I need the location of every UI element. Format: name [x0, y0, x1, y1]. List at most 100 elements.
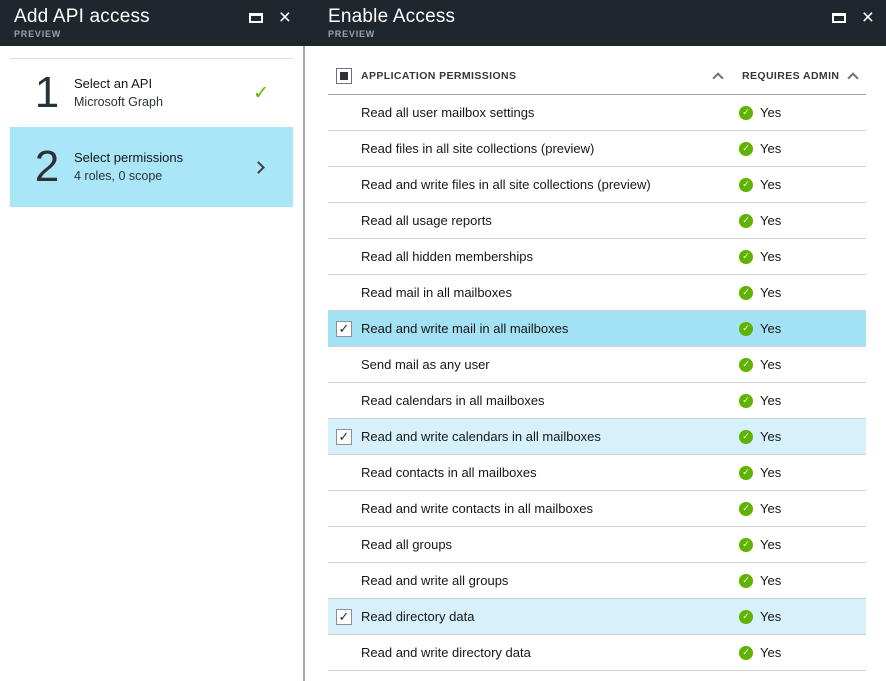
- window-controls: ×: [831, 6, 874, 29]
- row-checkbox-slot[interactable]: [336, 393, 352, 409]
- permission-label: Read and write files in all site collect…: [361, 177, 651, 192]
- row-checkbox-slot[interactable]: [336, 105, 352, 121]
- permission-row[interactable]: ✓ Read and write calendars in all mailbox…: [328, 419, 866, 455]
- checkmark-icon: ✓: [338, 429, 350, 444]
- requires-admin-cell: ✓ Yes: [739, 393, 781, 408]
- close-icon[interactable]: ×: [278, 6, 291, 29]
- requires-admin-value: Yes: [760, 393, 782, 408]
- blade-title: Add API access: [14, 6, 150, 27]
- permission-row[interactable]: Read files in all site collections (prev…: [328, 131, 866, 167]
- row-checkbox-slot[interactable]: [336, 501, 352, 517]
- row-checkbox-slot[interactable]: [336, 465, 352, 481]
- step-select-an-api[interactable]: 1 Select an API Microsoft Graph ✓: [10, 59, 293, 127]
- yes-check-icon: ✓: [739, 213, 753, 228]
- requires-admin-cell: ✓ Yes: [739, 357, 781, 372]
- step-subtitle: 4 roles, 0 scope: [74, 169, 163, 183]
- step-number: 1: [34, 68, 60, 117]
- preview-badge: PREVIEW: [14, 29, 62, 39]
- select-all-checkbox[interactable]: [336, 68, 352, 84]
- permission-row[interactable]: Read all groups ✓ Yes: [328, 527, 866, 563]
- requires-admin-value: Yes: [760, 177, 782, 192]
- checkmark-icon: ✓: [338, 609, 350, 624]
- row-checkbox-slot[interactable]: [336, 177, 352, 193]
- row-checkbox-slot[interactable]: [336, 141, 352, 157]
- permission-row[interactable]: Read all usage reports ✓ Yes: [328, 203, 866, 239]
- step-select-permissions[interactable]: 2 Select permissions 4 roles, 0 scope: [10, 127, 293, 207]
- permission-row[interactable]: Read and write files in all site collect…: [328, 167, 866, 203]
- row-checkbox-slot[interactable]: [336, 213, 352, 229]
- requires-admin-cell: ✓ Yes: [739, 141, 781, 156]
- requires-admin-cell: ✓ Yes: [739, 285, 781, 300]
- yes-check-icon: ✓: [739, 177, 753, 192]
- permission-label: Read files in all site collections (prev…: [361, 141, 595, 156]
- permission-row[interactable]: Read contacts in all mailboxes ✓ Yes: [328, 455, 866, 491]
- permission-row[interactable]: ✓ Read directory data ✓ Yes: [328, 599, 866, 635]
- step-subtitle: Microsoft Graph: [74, 95, 163, 109]
- row-checkbox-checked[interactable]: ✓: [336, 428, 352, 445]
- requires-admin-cell: ✓ Yes: [739, 429, 781, 444]
- requires-admin-cell: ✓ Yes: [739, 177, 781, 192]
- table-header-row: APPLICATION PERMISSIONS REQUIRES ADMIN: [328, 58, 866, 95]
- step-text: Select permissions 4 roles, 0 scope: [74, 149, 183, 185]
- row-checkbox-slot[interactable]: [336, 573, 352, 589]
- yes-check-icon: ✓: [739, 105, 753, 120]
- column-header-requires-admin: REQUIRES ADMIN: [742, 70, 840, 82]
- row-checkbox-slot[interactable]: [336, 285, 352, 301]
- permission-label: Read contacts in all mailboxes: [361, 465, 537, 480]
- chevron-right-icon: [252, 160, 265, 174]
- permission-label: Read and write calendars in all mailboxe…: [361, 429, 601, 444]
- sort-caret-icon[interactable]: [847, 72, 859, 84]
- row-checkbox-slot[interactable]: [336, 357, 352, 373]
- requires-admin-value: Yes: [760, 465, 782, 480]
- permission-row[interactable]: Read and write all groups ✓ Yes: [328, 563, 866, 599]
- permission-row[interactable]: Read and write contacts in all mailboxes…: [328, 491, 866, 527]
- row-checkbox-checked[interactable]: ✓: [336, 320, 352, 337]
- row-checkbox-slot[interactable]: [336, 537, 352, 553]
- requires-admin-cell: ✓ Yes: [739, 213, 781, 228]
- requires-admin-cell: ✓ Yes: [739, 105, 781, 120]
- permission-row[interactable]: Send mail as any user ✓ Yes: [328, 347, 866, 383]
- step-title: Select an API: [74, 76, 153, 91]
- maximize-icon[interactable]: [831, 13, 846, 23]
- requires-admin-cell: ✓ Yes: [739, 645, 781, 660]
- requires-admin-value: Yes: [760, 285, 782, 300]
- requires-admin-cell: ✓ Yes: [739, 321, 781, 336]
- enable-access-blade: Enable Access PREVIEW × APPLICATION PERM…: [303, 0, 886, 681]
- permissions-table: APPLICATION PERMISSIONS REQUIRES ADMIN R…: [328, 58, 866, 671]
- close-icon[interactable]: ×: [861, 6, 874, 29]
- requires-admin-value: Yes: [760, 357, 782, 372]
- requires-admin-value: Yes: [760, 537, 782, 552]
- add-api-access-blade: Add API access PREVIEW × 1 Select an API…: [0, 0, 303, 681]
- yes-check-icon: ✓: [739, 537, 753, 552]
- permission-row[interactable]: Read and write directory data ✓ Yes: [328, 635, 866, 671]
- yes-check-icon: ✓: [739, 429, 753, 444]
- requires-admin-value: Yes: [760, 213, 782, 228]
- row-checkbox-slot[interactable]: [336, 249, 352, 265]
- permission-row[interactable]: Read mail in all mailboxes ✓ Yes: [328, 275, 866, 311]
- permission-label: Read and write contacts in all mailboxes: [361, 501, 593, 516]
- row-checkbox-checked[interactable]: ✓: [336, 608, 352, 625]
- permission-row[interactable]: Read all user mailbox settings ✓ Yes: [328, 95, 866, 131]
- permission-label: Read and write mail in all mailboxes: [361, 321, 569, 336]
- requires-admin-value: Yes: [760, 645, 782, 660]
- step-number: 2: [34, 142, 60, 191]
- permission-label: Read calendars in all mailboxes: [361, 393, 545, 408]
- permission-label: Read all groups: [361, 537, 453, 552]
- permissions-rows: Read all user mailbox settings ✓ Yes Read f…: [328, 95, 866, 671]
- yes-check-icon: ✓: [739, 393, 753, 408]
- indeterminate-mark: [340, 72, 348, 80]
- blade-title: Enable Access: [328, 6, 456, 27]
- sort-caret-icon[interactable]: [712, 72, 724, 84]
- permission-label: Read all hidden memberships: [361, 249, 533, 264]
- row-checkbox-slot[interactable]: [336, 645, 352, 661]
- permission-row[interactable]: Read all hidden memberships ✓ Yes: [328, 239, 866, 275]
- yes-check-icon: ✓: [739, 285, 753, 300]
- yes-check-icon: ✓: [739, 573, 753, 588]
- permission-row[interactable]: ✓ Read and write mail in all mailboxes ✓ Ye…: [328, 311, 866, 347]
- permission-label: Read and write directory data: [361, 645, 531, 660]
- yes-check-icon: ✓: [739, 609, 753, 624]
- yes-check-icon: ✓: [739, 501, 753, 516]
- maximize-icon[interactable]: [248, 13, 263, 23]
- requires-admin-value: Yes: [760, 321, 782, 336]
- permission-row[interactable]: Read calendars in all mailboxes ✓ Yes: [328, 383, 866, 419]
